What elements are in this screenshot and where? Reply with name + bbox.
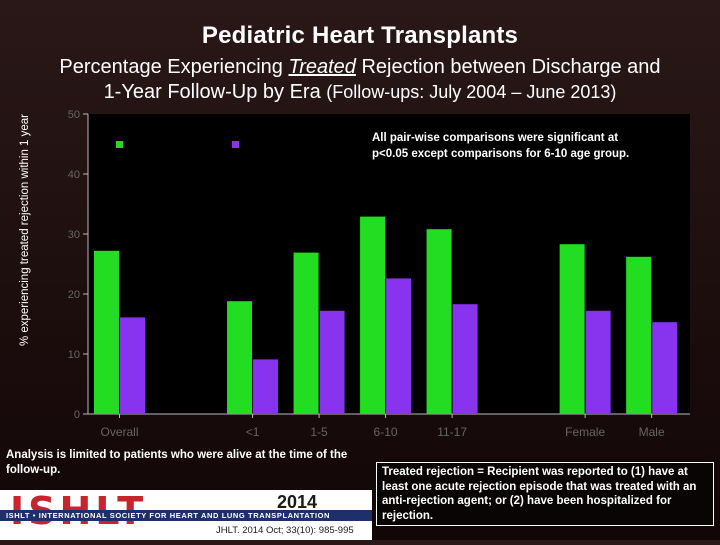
ishlt-logo: ISHLT ISHLT • INTERNATIONAL SOCIETY FOR … xyxy=(0,490,372,540)
x-tick-label: Male xyxy=(639,425,665,439)
bar-green xyxy=(293,252,319,414)
bar-purple xyxy=(120,317,145,414)
x-tick-label: <1 xyxy=(246,425,260,439)
subtitle-emphasis: Treated xyxy=(288,56,356,78)
x-tick-label: 1-5 xyxy=(310,425,328,439)
citation: JHLT. 2014 Oct; 33(10): 985-995 xyxy=(216,525,354,536)
x-tick-label: 6-10 xyxy=(374,425,398,439)
legend-swatch-green xyxy=(116,141,123,148)
bar-green xyxy=(227,301,253,414)
bar-purple xyxy=(585,310,611,414)
x-tick-label: Female xyxy=(565,425,605,439)
bar-green xyxy=(626,256,652,414)
y-axis-label: % experiencing treated rejection within … xyxy=(19,113,31,347)
subtitle-line-2: 1-Year Follow-Up by Era (Follow-ups: Jul… xyxy=(0,80,720,105)
subtitle-line-1: Percentage Experiencing Treated Rejectio… xyxy=(0,55,720,80)
y-tick-label: 40 xyxy=(68,169,80,181)
y-tick-label: 50 xyxy=(68,109,80,121)
logo-year: 2014 xyxy=(276,492,318,512)
bar-green xyxy=(426,229,452,414)
bar-green xyxy=(360,216,386,414)
legend-swatch-purple xyxy=(232,141,239,148)
logo-band: ISHLT • INTERNATIONAL SOCIETY FOR HEART … xyxy=(0,510,372,521)
bar-purple xyxy=(319,310,345,414)
x-tick-label: Overall xyxy=(100,425,138,439)
annotation-line-1: All pair-wise comparisons were significa… xyxy=(372,132,618,144)
annotation-line-2: p<0.05 except comparisons for 6-10 age g… xyxy=(372,148,629,160)
slide-subtitle: Percentage Experiencing Treated Rejectio… xyxy=(0,55,720,105)
x-tick-label: 11-17 xyxy=(437,425,467,439)
definition-box: Treated rejection = Recipient was report… xyxy=(376,462,714,526)
y-tick-label: 10 xyxy=(68,349,80,361)
y-tick-label: 0 xyxy=(74,409,80,421)
slide-title: Pediatric Heart Transplants xyxy=(201,22,519,49)
subtitle-date-range: (Follow-ups: July 2004 – June 2013) xyxy=(326,82,617,102)
y-tick-label: 20 xyxy=(68,289,80,301)
subtitle-text: Percentage Experiencing xyxy=(59,56,289,78)
bar-green xyxy=(94,250,119,414)
y-tick-label: 30 xyxy=(68,229,80,241)
bar-purple xyxy=(386,278,412,414)
subtitle-text: 1-Year Follow-Up by Era xyxy=(103,81,327,103)
subtitle-text: Rejection between Discharge and xyxy=(355,56,661,78)
analysis-footnote: Analysis is limited to patients who were… xyxy=(6,449,348,476)
bar-purple xyxy=(652,322,678,414)
bar-green xyxy=(559,244,585,414)
bar-purple xyxy=(452,304,478,414)
bar-purple xyxy=(253,359,279,414)
